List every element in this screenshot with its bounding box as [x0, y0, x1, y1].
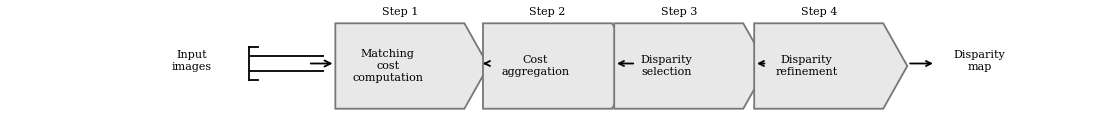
Text: Disparity
refinement: Disparity refinement — [775, 55, 838, 77]
Text: Cost
aggregation: Cost aggregation — [502, 55, 569, 77]
Text: Matching
cost
computation: Matching cost computation — [353, 49, 424, 83]
Text: Disparity
selection: Disparity selection — [641, 55, 692, 77]
Text: Step 1: Step 1 — [382, 7, 418, 17]
Polygon shape — [335, 23, 488, 109]
Text: Disparity
map: Disparity map — [954, 50, 1005, 72]
Text: Step 4: Step 4 — [800, 7, 837, 17]
Text: Step 2: Step 2 — [529, 7, 566, 17]
Polygon shape — [614, 23, 768, 109]
Text: Input
images: Input images — [172, 50, 212, 72]
Polygon shape — [754, 23, 908, 109]
Text: Step 3: Step 3 — [660, 7, 696, 17]
Polygon shape — [483, 23, 636, 109]
